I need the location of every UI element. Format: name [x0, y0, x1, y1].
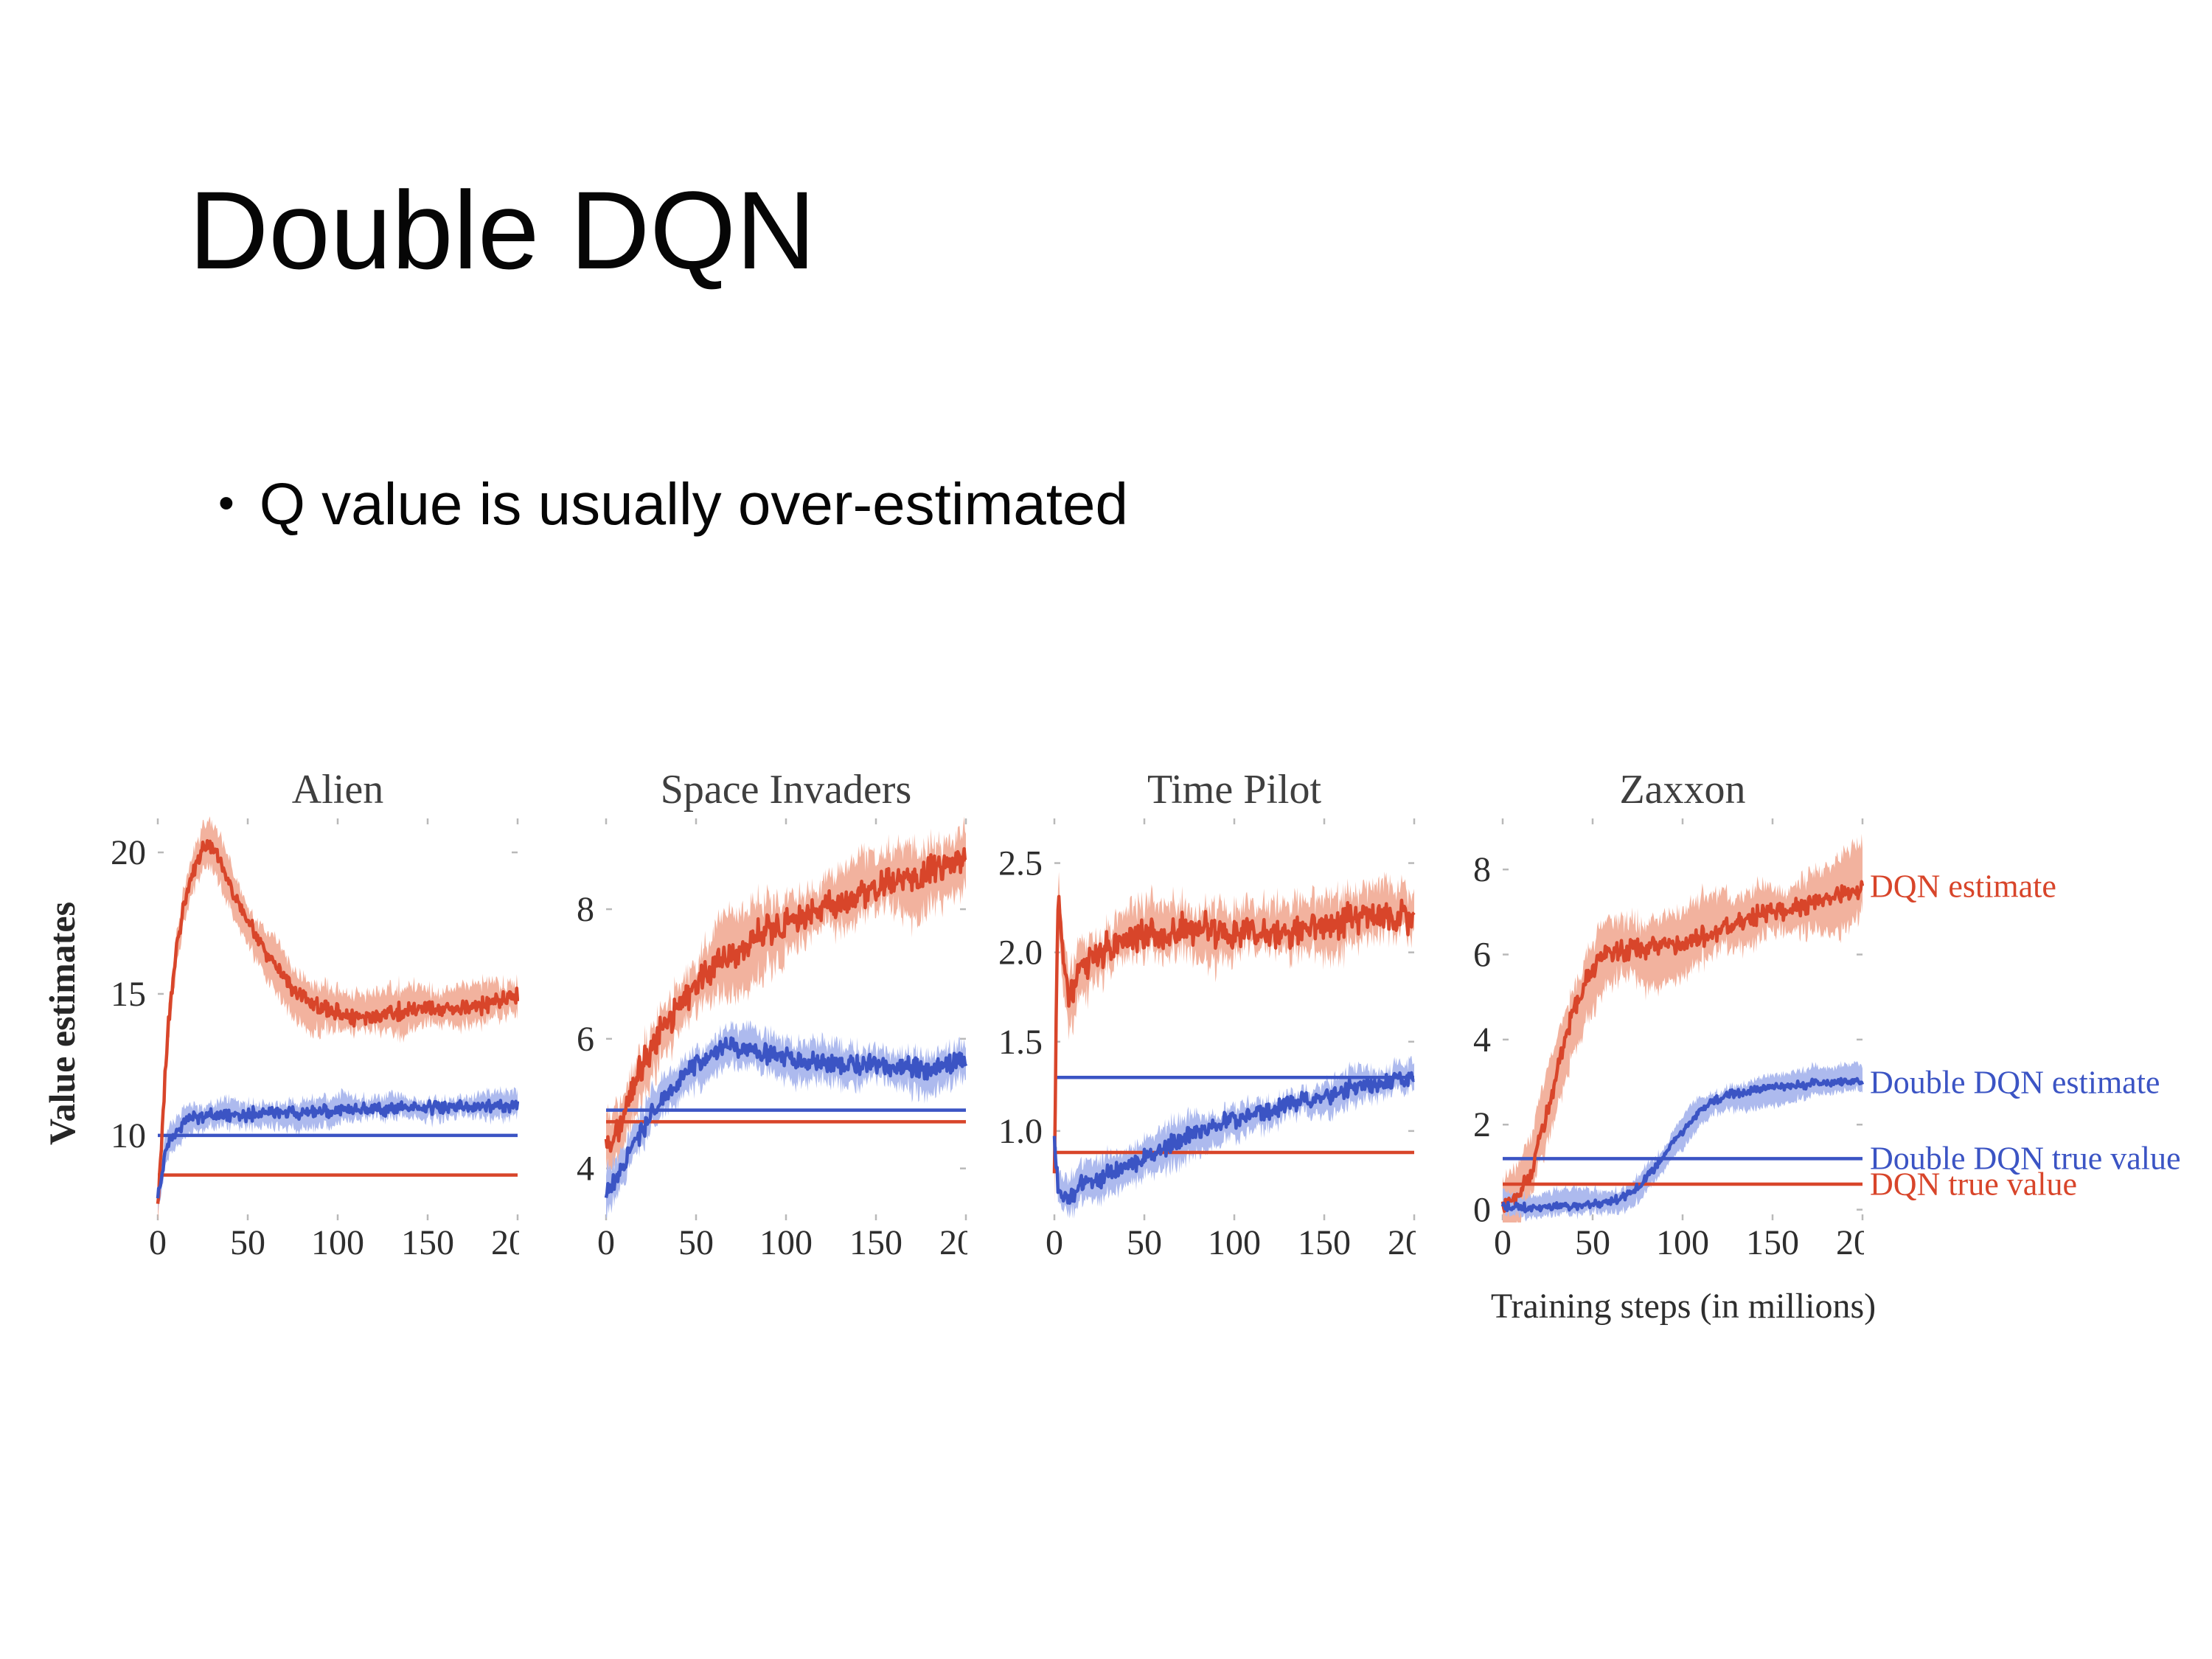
legend-double-dqn-estimate: Double DQN estimate — [1870, 1064, 2160, 1101]
svg-text:6: 6 — [577, 1020, 594, 1059]
legend-dqn-estimate: DQN estimate — [1870, 868, 2056, 905]
chart-plot: 0 50 100 150 200 4 6 8 — [577, 816, 992, 1262]
legend-dqn-true-value: DQN true value — [1870, 1166, 2078, 1203]
chart-plot: 0 50 100 150 200 10 15 20 — [111, 816, 544, 1262]
svg-text:100: 100 — [311, 1223, 364, 1262]
legend-double-dqn-true-value: Double DQN true value — [1870, 1140, 2181, 1177]
svg-text:8: 8 — [1473, 850, 1491, 889]
value-estimates-figure: Value estimates Alien050100150200101520S… — [0, 768, 2212, 1402]
chart-title: Time Pilot — [1147, 767, 1322, 813]
svg-text:4: 4 — [577, 1150, 594, 1189]
svg-text:100: 100 — [1656, 1223, 1709, 1262]
svg-text:15: 15 — [111, 975, 146, 1014]
svg-text:50: 50 — [678, 1223, 714, 1262]
slide-title: Double DQN — [189, 168, 816, 292]
svg-text:50: 50 — [1575, 1223, 1610, 1262]
svg-text:2.5: 2.5 — [998, 844, 1043, 883]
chart-title: Zaxxon — [1619, 767, 1746, 813]
svg-text:50: 50 — [230, 1223, 265, 1262]
svg-text:2.0: 2.0 — [998, 933, 1043, 973]
svg-text:6: 6 — [1473, 936, 1491, 975]
chart-title: Space Invaders — [660, 767, 912, 813]
svg-text:1.0: 1.0 — [998, 1112, 1043, 1151]
svg-text:200: 200 — [1836, 1223, 1864, 1262]
svg-text:150: 150 — [1746, 1223, 1799, 1262]
svg-text:20: 20 — [111, 833, 146, 872]
chart-plot: 0 50 100 150 200 1.0 1.5 2.0 2.5 — [998, 818, 1441, 1262]
svg-text:150: 150 — [849, 1223, 902, 1262]
chart-alien: Alien 0 50 100 150 200 10 15 20 — [71, 767, 544, 1268]
chart-plot: 0 50 100 150 200 0 2 4 6 8 — [1473, 818, 1889, 1262]
svg-text:200: 200 — [1388, 1223, 1416, 1262]
svg-text:2: 2 — [1473, 1105, 1491, 1144]
svg-text:100: 100 — [1208, 1223, 1261, 1262]
chart-time-pilot: Time Pilot 0 50 100 150 200 1.0 1.5 2.0 2.5 — [967, 767, 1441, 1268]
svg-text:150: 150 — [1298, 1223, 1351, 1262]
svg-text:0: 0 — [597, 1223, 615, 1262]
svg-text:0: 0 — [1494, 1223, 1512, 1262]
bullet-marker-icon: • — [218, 478, 234, 529]
svg-text:0: 0 — [1046, 1223, 1063, 1262]
chart-title: Alien — [291, 767, 384, 813]
svg-text:4: 4 — [1473, 1020, 1491, 1060]
charts-row: Alien050100150200101520Space Invaders050… — [71, 767, 1889, 1268]
bullet-item: • Q value is usually over-estimated — [218, 470, 1128, 538]
chart-zaxxon: Zaxxon 0 50 100 150 200 0 2 4 6 8 — [1416, 767, 1889, 1268]
svg-text:50: 50 — [1127, 1223, 1162, 1262]
svg-text:10: 10 — [111, 1116, 146, 1155]
svg-text:100: 100 — [759, 1223, 813, 1262]
svg-text:0: 0 — [1473, 1191, 1491, 1230]
x-axis-label: Training steps (in millions) — [1490, 1287, 1877, 1326]
svg-text:150: 150 — [401, 1223, 454, 1262]
chart-space-invaders: Space Invaders 0 50 100 150 200 4 6 8 — [519, 767, 992, 1268]
svg-text:0: 0 — [149, 1223, 167, 1262]
svg-text:200: 200 — [939, 1223, 967, 1262]
svg-text:1.5: 1.5 — [998, 1023, 1043, 1062]
bullet-text: Q value is usually over-estimated — [259, 471, 1128, 537]
svg-text:8: 8 — [577, 890, 594, 929]
svg-text:200: 200 — [491, 1223, 519, 1262]
